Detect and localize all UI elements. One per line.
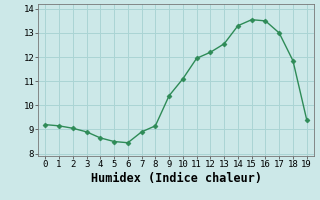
X-axis label: Humidex (Indice chaleur): Humidex (Indice chaleur)	[91, 172, 261, 185]
